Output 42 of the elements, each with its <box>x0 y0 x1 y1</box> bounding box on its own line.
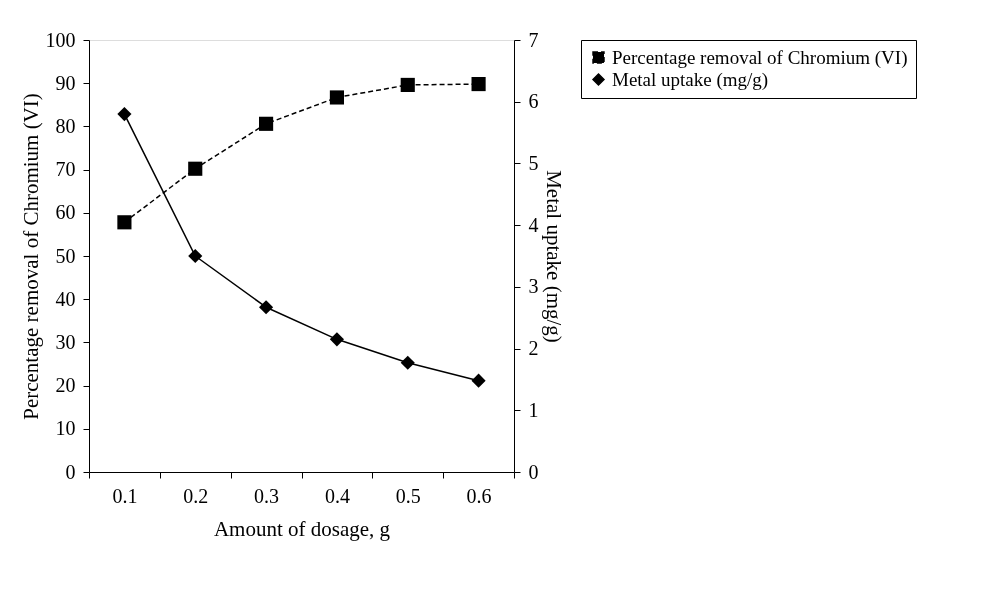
y-tick-label: 70 <box>55 158 76 181</box>
point <box>117 215 132 230</box>
point <box>400 77 415 92</box>
point <box>471 76 486 92</box>
y2-tick-label: 6 <box>528 90 539 113</box>
y-tick-label: 40 <box>55 287 76 310</box>
point <box>471 373 486 388</box>
y2-tick-label: 7 <box>528 28 539 51</box>
legend-label: Percentage removal of Chromium (VI) <box>612 46 908 69</box>
y2-axis-title: Metal uptake (mg/g) <box>541 170 566 343</box>
point <box>117 106 132 122</box>
y-tick-label: 50 <box>55 244 76 267</box>
y-tick-label: 80 <box>55 114 76 137</box>
point <box>400 355 415 370</box>
x-tick-label: 0.6 <box>466 484 492 507</box>
y2-tick-label: 0 <box>528 460 539 483</box>
x-tick-label: 0.5 <box>395 484 421 507</box>
y2-tick-label: 4 <box>528 213 539 236</box>
y2-tick-label: 1 <box>528 398 539 421</box>
y-tick-label: 20 <box>55 374 76 397</box>
y2-tick-label: 2 <box>528 337 539 360</box>
point <box>188 248 203 264</box>
legend-label: Metal uptake (mg/g) <box>612 68 769 91</box>
y-tick-label: 30 <box>55 330 76 353</box>
y-axis-title: Percentage removal of Chromium (VI) <box>18 93 43 420</box>
x-tick-label: 0.2 <box>183 484 209 507</box>
x-axis-title: Amount of dosage, g <box>213 516 391 541</box>
point <box>329 332 344 347</box>
y-tick-label: 0 <box>65 460 76 483</box>
y-tick-label: 100 <box>45 28 76 51</box>
x-tick-label: 0.1 <box>112 484 138 507</box>
point <box>329 90 344 105</box>
y2-tick-label: 5 <box>528 151 539 174</box>
x-tick-label: 0.3 <box>254 484 280 507</box>
point <box>259 116 274 131</box>
x-tick-label: 0.4 <box>324 484 350 507</box>
point <box>188 161 203 176</box>
y-tick-label: 60 <box>55 201 76 224</box>
y2-tick-label: 3 <box>528 275 539 298</box>
y-tick-label: 10 <box>55 417 76 440</box>
point <box>259 300 274 315</box>
y-tick-label: 90 <box>55 71 76 94</box>
